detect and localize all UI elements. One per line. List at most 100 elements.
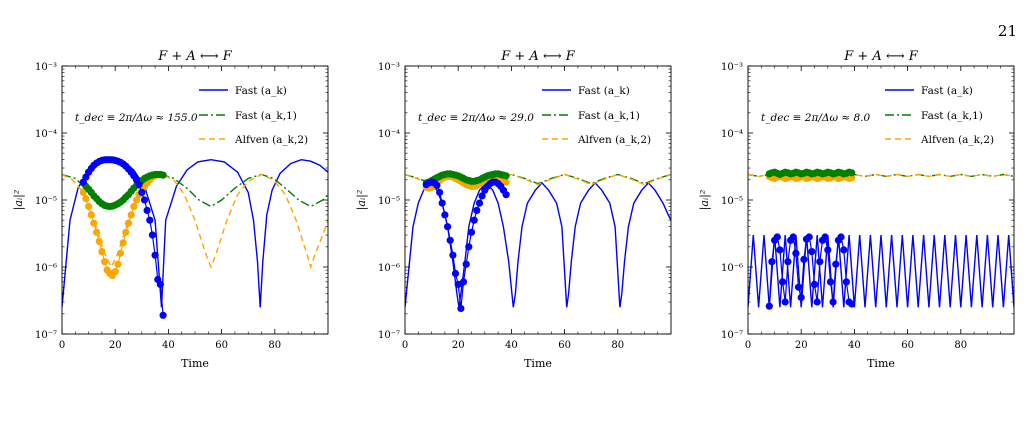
data-point	[502, 178, 510, 186]
data-point	[85, 202, 93, 211]
data-point	[111, 268, 119, 276]
data-point	[148, 231, 156, 239]
data-point	[124, 219, 133, 227]
data-point	[776, 246, 784, 254]
data-point	[130, 202, 138, 211]
plot-frame	[404, 65, 672, 335]
data-point	[794, 283, 803, 291]
x-axis-label: Time	[524, 357, 552, 370]
y-tick-label: 10⁻⁶	[721, 263, 743, 274]
data-point	[138, 188, 146, 196]
data-point	[467, 228, 476, 236]
data-point	[837, 233, 845, 241]
legend-label: Fast (a_k)	[235, 85, 287, 97]
data-point	[98, 248, 106, 256]
data-point	[765, 302, 773, 310]
data-point	[781, 298, 789, 306]
legend-label: Fast (a_k,1)	[235, 110, 297, 122]
data-point	[840, 246, 848, 254]
decorrelation-annotation: t_dec ≡ 2π/Δω ≈ 29.0	[418, 112, 534, 124]
plot-frame	[747, 65, 1015, 335]
y-tick-label: 10⁻⁴	[721, 129, 743, 140]
decorrelation-annotation: t_dec ≡ 2π/Δω ≈ 155.0	[75, 112, 198, 124]
legend-label: Alfven (a_k,2)	[920, 134, 994, 146]
data-point	[821, 233, 829, 241]
data-point	[433, 181, 441, 189]
data-point	[842, 278, 851, 286]
x-tick-label: 40	[848, 340, 861, 351]
data-point	[475, 199, 484, 207]
data-point	[122, 228, 130, 236]
x-tick-label: 60	[901, 340, 914, 351]
data-point	[114, 260, 122, 268]
legend-label: Alfven (a_k,2)	[577, 134, 651, 146]
y-tick-label: 10⁻³	[35, 62, 57, 73]
x-tick-label: 20	[795, 340, 808, 351]
data-point	[773, 233, 781, 241]
data-point	[116, 249, 125, 257]
x-tick-label: 20	[452, 340, 465, 351]
plot-area	[62, 156, 328, 319]
data-point	[813, 298, 821, 306]
chart-title: F + A ⟷ F	[500, 49, 575, 64]
data-point	[93, 228, 101, 236]
data-point	[87, 211, 95, 219]
chart-panel-3: 0 20 40 60 80 10⁻⁷ 10⁻⁶ 10⁻⁵ 10⁻⁴ 10⁻³ F + A ⟷ F Ti…	[698, 49, 1015, 370]
y-tick-label: 10⁻⁷	[35, 330, 57, 341]
series-line-3	[62, 173, 328, 270]
series-line-1	[405, 181, 671, 308]
y-axis-label: |aᵢ|²	[12, 190, 26, 211]
data-point	[451, 269, 460, 278]
data-point	[848, 169, 856, 177]
data-point	[470, 216, 478, 224]
chart-title: F + A ⟷ F	[843, 49, 918, 64]
data-point	[95, 237, 103, 246]
series-line-3	[405, 173, 671, 186]
data-point	[146, 216, 154, 224]
data-point	[438, 199, 446, 207]
data-point	[826, 278, 835, 286]
chart-title: F + A ⟷ F	[157, 49, 232, 64]
data-point	[800, 255, 808, 263]
y-tick-label: 10⁻⁶	[378, 263, 400, 274]
series-line-1	[62, 158, 328, 308]
data-point	[459, 278, 468, 286]
y-tick-label: 10⁻³	[378, 62, 400, 73]
data-point	[832, 260, 840, 268]
data-point	[444, 223, 452, 231]
legend-label: Fast (a_k,1)	[578, 110, 640, 122]
data-point	[478, 192, 486, 200]
data-point	[816, 258, 824, 266]
legend-label: Fast (a_k,1)	[921, 110, 983, 122]
data-point	[848, 300, 856, 308]
data-point	[473, 206, 481, 214]
y-axis-label: |aᵢ|²	[355, 190, 369, 211]
data-point	[784, 258, 792, 266]
data-point	[90, 219, 98, 227]
data-point	[119, 239, 127, 247]
chart-panel-2: 0 20 40 60 80 10⁻⁷ 10⁻⁶ 10⁻⁵ 10⁻⁴ 10⁻³ F + A ⟷ F Ti…	[355, 49, 672, 370]
x-tick-label: 60	[558, 340, 571, 351]
data-point	[457, 304, 465, 313]
y-tick-label: 10⁻⁴	[35, 129, 57, 140]
x-axis-label: Time	[867, 357, 895, 370]
data-point	[792, 249, 800, 257]
legend-label: Fast (a_k)	[921, 85, 973, 97]
data-point	[465, 243, 473, 251]
data-point	[449, 251, 457, 259]
data-point	[140, 196, 149, 204]
data-point	[797, 293, 805, 302]
data-point	[808, 248, 816, 256]
data-point	[127, 211, 135, 219]
chart-panel-1: 0 20 40 60 80 10⁻⁷ 10⁻⁶ 10⁻⁵ 10⁻⁴ 10⁻³ F + A ⟷ F Ti…	[12, 49, 329, 370]
x-tick-label: 0	[402, 340, 408, 351]
data-point	[502, 191, 510, 199]
data-point	[159, 311, 167, 319]
x-tick-label: 80	[954, 340, 967, 351]
series-line-1	[748, 234, 1014, 308]
data-point	[824, 246, 832, 254]
data-point	[135, 181, 143, 189]
data-point	[805, 233, 813, 241]
x-tick-label: 0	[745, 340, 751, 351]
